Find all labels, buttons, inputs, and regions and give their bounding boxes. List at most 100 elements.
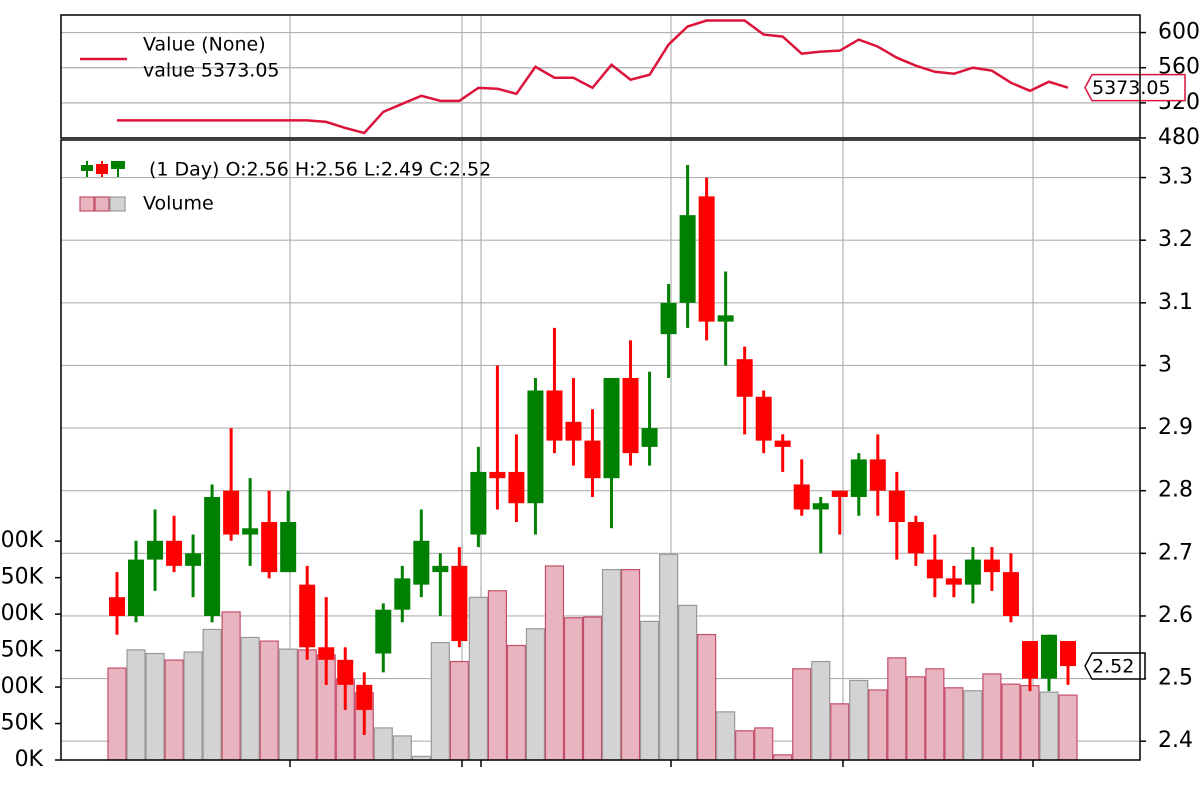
y2-tick-label: 50K [1,711,44,736]
candle-body [318,647,335,660]
y-tick-label: 2.6 [1158,603,1193,628]
y2-tick-label: 200K [0,601,44,626]
volume-bar [278,648,298,761]
candle-body [603,377,620,479]
x-ticks [289,760,1034,767]
candle-body [1002,572,1019,616]
candle-body [1021,641,1038,679]
y-tick-label: 6000 [1158,20,1200,45]
candle-body [261,522,278,573]
volume-bar [601,569,622,761]
volume-bar [126,649,146,761]
volume-bar [868,689,888,761]
y2-tick-label: 100K [0,674,44,699]
volume-bar [658,553,679,761]
volume-bar [221,611,241,761]
candle-body [375,609,392,654]
volume-bar [1001,683,1021,761]
volume-bar [773,754,793,761]
volume-bar [145,652,165,761]
top-frame [60,14,1141,139]
y2-tick-label: 150K [0,638,44,663]
volume-bar [697,633,717,761]
candle-body [337,659,354,685]
bottom-frame [60,139,1141,761]
candle-body [147,540,164,560]
candle-body [983,559,1000,573]
candle-body [926,559,943,579]
value-line [117,19,1069,135]
volume-bar [963,690,983,761]
legend-label: Volume [143,193,214,215]
candle-body [451,565,468,642]
volume-bar [487,590,507,761]
volume-bar [906,676,926,761]
y2-tick-label: 0K [15,747,44,772]
candle-body [964,559,981,585]
y-tick-label: 2.9 [1158,415,1193,440]
candle-body [774,440,791,447]
y-tick-label: 4800 [1158,125,1200,150]
volume-bar [525,628,546,761]
last-price-tag [1084,652,1146,680]
candle-body [698,196,715,322]
candle-body [489,471,506,479]
volume-bar [563,617,584,761]
candle-body [185,553,202,566]
y2-tick-label: 300K [0,528,44,553]
candle-body [565,421,582,441]
candle-body [641,428,658,447]
candle-body [1060,641,1076,667]
volume-bar [259,640,279,761]
candle-body [223,490,240,535]
y2-tick-label: 250K [0,565,44,590]
candle-body [413,540,430,585]
y-tick-label: 2.7 [1158,540,1193,565]
candle-body [717,315,734,322]
last-value-tag [1084,73,1186,102]
candle-body [812,503,829,510]
candle-body [793,484,810,510]
volume-bar [506,644,527,761]
candle-body [888,490,905,523]
last-price-label: 2.52 [1092,656,1134,678]
volume-bar [1058,694,1078,761]
volume-bar [107,667,127,761]
volume-bar [240,636,260,761]
volume-bar [792,668,812,761]
volume-bar [944,687,964,761]
volume-bar [449,660,469,761]
volume-bar [849,679,869,761]
volume-bar [677,604,698,761]
y-tick-label: 2.5 [1158,666,1193,691]
y-tick-label: 2.8 [1158,478,1193,503]
candle-body [736,359,753,397]
volume-bar [735,730,755,761]
candle-body [527,390,544,504]
legend-detail: value 5373.05 [143,60,280,82]
y-tick-label: 3.2 [1158,227,1193,252]
legend-candle-icon [81,161,125,177]
legend-volume-icon [79,196,126,212]
candle-body [109,597,125,616]
candle-body [470,471,487,535]
volume-bar [544,565,565,761]
candle-body [850,459,867,497]
candle-body [394,578,411,610]
volume-bar [811,660,831,761]
candle-body [166,540,183,566]
candle-body [546,390,563,441]
candle-body [907,522,924,554]
candle-body [660,302,677,335]
candle-body [242,528,259,535]
candle-body [432,565,449,573]
candle-body [280,522,297,573]
volume-bar [830,703,850,761]
legend-label: (1 Day) O:2.56 H:2.56 L:2.49 C:2.52 [149,159,491,181]
candle-body [679,215,696,303]
volume-bar [430,641,450,761]
volume-bar [468,596,488,761]
y-tick-label: 3.1 [1158,290,1193,315]
